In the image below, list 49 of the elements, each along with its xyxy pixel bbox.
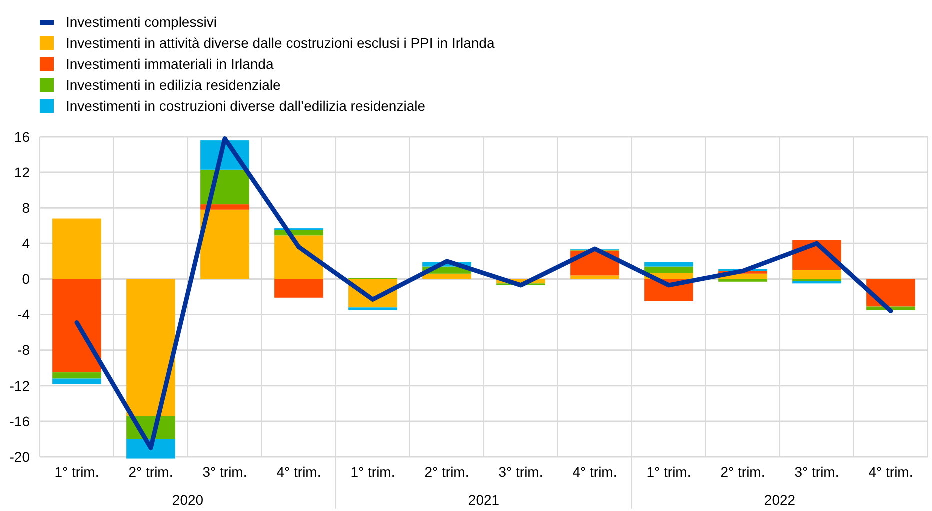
bar — [644, 266, 694, 273]
legend-label: Investimenti in edilizia residenziale — [66, 76, 281, 93]
x-tick-label: 2° trim. — [128, 464, 174, 480]
y-tick-label: -16 — [10, 413, 30, 430]
bar — [348, 308, 398, 310]
x-tick-label: 4° trim. — [572, 464, 618, 480]
bar — [644, 262, 694, 267]
x-tick-label: 1° trim. — [646, 464, 692, 480]
legend-label: Investimenti complessivi — [66, 14, 217, 30]
y-tick-label: -4 — [18, 306, 30, 323]
x-tick-label: 1° trim. — [350, 464, 396, 480]
bar — [274, 279, 324, 298]
legend-label: Investimenti immateriali in Irlanda — [66, 56, 274, 72]
y-tick-label: 16 — [14, 128, 30, 145]
bar — [52, 372, 102, 379]
bar — [422, 274, 472, 280]
line-series — [74, 136, 894, 450]
y-tick-label: 0 — [22, 271, 30, 288]
bar — [52, 279, 102, 373]
x-tick-label: 1° trim. — [54, 464, 100, 480]
bar — [792, 281, 842, 284]
bar — [126, 279, 176, 416]
x-tick-label: 3° trim. — [202, 464, 248, 480]
bar — [274, 236, 324, 280]
text: 2021 — [468, 492, 500, 508]
legend-label: Investimenti in costruzioni diverse dall’edilizia residenziale — [66, 98, 426, 114]
bar — [200, 210, 250, 280]
x-tick-label: 2° trim. — [720, 464, 766, 480]
x-tick-label: 2° trim. — [424, 464, 470, 480]
bar — [792, 270, 842, 280]
y-tick-label: -12 — [10, 378, 30, 394]
legend-label: Investimenti in attività diverse dalle costruzioni esclusi i PPI in Irlanda — [66, 34, 495, 51]
bar — [52, 218, 102, 280]
bar — [126, 439, 176, 459]
bar — [52, 378, 102, 384]
bar — [570, 276, 620, 280]
text: 2020 — [172, 492, 204, 508]
y-tick-label: -8 — [18, 342, 30, 358]
y-tick-label: 8 — [22, 200, 30, 216]
x-tick-label: 3° trim. — [794, 464, 840, 480]
x-tick-label: 4° trim. — [868, 464, 914, 480]
bar — [866, 279, 916, 307]
y-tick-label: 12 — [14, 164, 30, 180]
x-tick-label: 3° trim. — [498, 464, 544, 480]
y-tick-label: 4 — [22, 236, 30, 252]
y-tick-label: -20 — [10, 448, 30, 465]
bar — [718, 279, 768, 282]
x-tick-label: 4° trim. — [276, 464, 322, 480]
text: 2022 — [764, 492, 796, 508]
